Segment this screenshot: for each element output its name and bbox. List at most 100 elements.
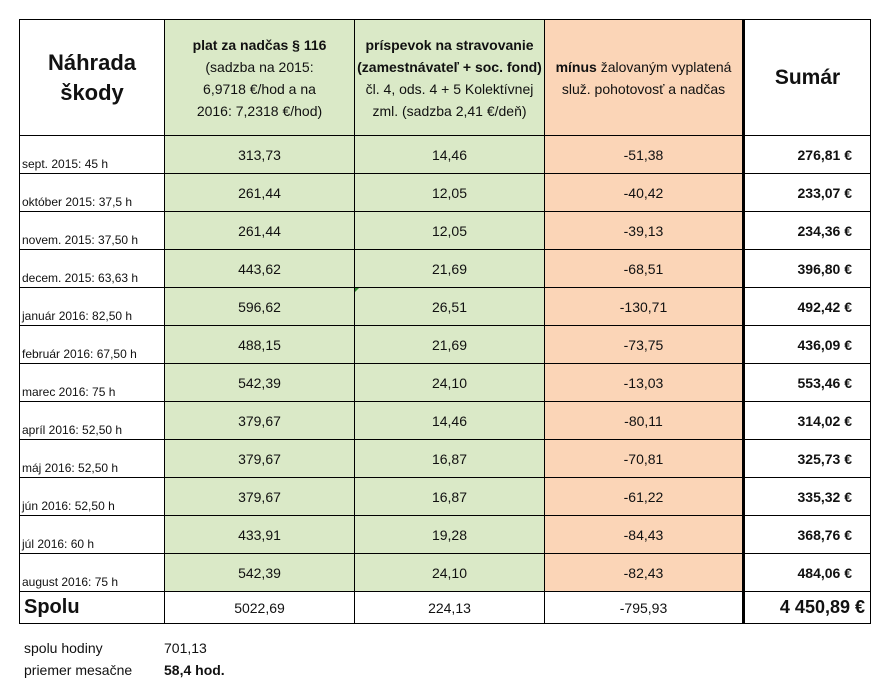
prispevok-cell[interactable]: 21,69	[354, 249, 545, 288]
header-minus-rest: žalovaným vyplatená	[600, 58, 732, 75]
table-row: sept. 2015: 45 h 313,73 14,46 -51,38 276,81 …	[19, 135, 871, 174]
header-minus-line1: mínus žalovaným vyplatená	[546, 56, 743, 78]
month-label-cell[interactable]: jún 2016: 52,50 h	[19, 477, 165, 516]
header-plat-line1: (sadzba na 2015:	[205, 58, 314, 75]
prispevok-cell[interactable]: 12,05	[354, 211, 545, 250]
total-minus-cell[interactable]: -795,93	[544, 591, 744, 624]
header-plat-title: plat za nadčas § 116	[192, 36, 327, 53]
header-prispevok-line1: čl. 4, ods. 4 + 5 Kolektívnej	[365, 80, 534, 97]
sum-cell[interactable]: 396,80 €	[742, 249, 871, 288]
header-prispevok[interactable]: príspevok na stravovanie (zamestnávateľ …	[354, 19, 545, 136]
month-label-cell[interactable]: január 2016: 82,50 h	[19, 287, 165, 326]
table-row: máj 2016: 52,50 h 379,67 16,87 -70,81 325,73…	[19, 439, 871, 478]
month-label-cell[interactable]: júl 2016: 60 h	[19, 515, 165, 554]
sum-cell[interactable]: 234,36 €	[742, 211, 871, 250]
header-minus-bold: mínus	[555, 58, 597, 75]
prispevok-cell[interactable]: 16,87	[354, 477, 545, 516]
total-month-label-cell[interactable]: Spolu	[19, 591, 165, 624]
total-plat-cell[interactable]: 5022,69	[164, 591, 355, 624]
prispevok-cell[interactable]: 14,46	[354, 135, 545, 174]
sum-cell[interactable]: 335,32 €	[742, 477, 871, 516]
sum-cell[interactable]: 325,73 €	[742, 439, 871, 478]
plat-cell[interactable]: 433,91	[164, 515, 355, 554]
plat-cell[interactable]: 261,44	[164, 173, 355, 212]
month-label-cell[interactable]: máj 2016: 52,50 h	[19, 439, 165, 478]
prispevok-cell[interactable]: 26,51	[354, 287, 545, 326]
summary-hours-row: spolu hodiny 701,13	[24, 637, 225, 659]
plat-cell[interactable]: 542,39	[164, 363, 355, 402]
minus-cell[interactable]: -39,13	[544, 211, 744, 250]
minus-cell[interactable]: -51,38	[544, 135, 744, 174]
header-nahrada-line1: Náhrada	[47, 49, 137, 75]
sum-cell[interactable]: 368,76 €	[742, 515, 871, 554]
plat-cell[interactable]: 542,39	[164, 553, 355, 592]
summary-average-value: 58,4 hod.	[164, 662, 225, 678]
month-label-cell[interactable]: marec 2016: 75 h	[19, 363, 165, 402]
prispevok-cell[interactable]: 21,69	[354, 325, 545, 364]
summary-hours-label: spolu hodiny	[24, 640, 103, 656]
table-row: február 2016: 67,50 h 488,15 21,69 -73,75 43…	[19, 325, 871, 364]
header-nahrada-line2: škody	[60, 79, 124, 105]
table-row: novem. 2015: 37,50 h 261,44 12,05 -39,13 234…	[19, 211, 871, 250]
header-nahrada[interactable]: Náhrada škody	[19, 19, 165, 136]
month-label-cell[interactable]: august 2016: 75 h	[19, 553, 165, 592]
summary-block: spolu hodiny 701,13 priemer mesačne 58,4…	[24, 637, 225, 681]
sum-cell[interactable]: 314,02 €	[742, 401, 871, 440]
prispevok-cell[interactable]: 24,10	[354, 363, 545, 402]
header-plat[interactable]: plat za nadčas § 116 (sadzba na 2015: 6,…	[164, 19, 355, 136]
minus-cell[interactable]: -130,71	[544, 287, 744, 326]
minus-cell[interactable]: -82,43	[544, 553, 744, 592]
sum-cell[interactable]: 436,09 €	[742, 325, 871, 364]
month-label-cell[interactable]: október 2015: 37,5 h	[19, 173, 165, 212]
minus-cell[interactable]: -61,22	[544, 477, 744, 516]
summary-average-row: priemer mesačne 58,4 hod.	[24, 659, 225, 681]
minus-cell[interactable]: -73,75	[544, 325, 744, 364]
prispevok-cell[interactable]: 19,28	[354, 515, 545, 554]
prispevok-cell[interactable]: 12,05	[354, 173, 545, 212]
sum-cell[interactable]: 276,81 €	[742, 135, 871, 174]
table-row: január 2016: 82,50 h 596,62 26,51 -130,71 49…	[19, 287, 871, 326]
minus-cell[interactable]: -70,81	[544, 439, 744, 478]
table-row: decem. 2015: 63,63 h 443,62 21,69 -68,51 396…	[19, 249, 871, 288]
plat-cell[interactable]: 379,67	[164, 477, 355, 516]
header-prispevok-title2: (zamestnávateľ + soc. fond)	[357, 58, 542, 75]
header-sumar[interactable]: Sumár	[742, 19, 871, 136]
plat-cell[interactable]: 379,67	[164, 401, 355, 440]
header-minus[interactable]: mínus žalovaným vyplatená služ. pohotovo…	[544, 19, 744, 136]
summary-hours-value: 701,13	[164, 640, 207, 656]
header-row: Náhrada škody plat za nadčas § 116 (sadz…	[19, 19, 871, 136]
plat-cell[interactable]: 313,73	[164, 135, 355, 174]
minus-cell[interactable]: -68,51	[544, 249, 744, 288]
summary-average-label: priemer mesačne	[24, 662, 133, 678]
plat-cell[interactable]: 379,67	[164, 439, 355, 478]
total-row: Spolu 5022,69 224,13 -795,93 4 450,89 €	[19, 591, 871, 624]
plat-cell[interactable]: 443,62	[164, 249, 355, 288]
table-row: marec 2016: 75 h 542,39 24,10 -13,03 553,46 …	[19, 363, 871, 402]
sum-cell[interactable]: 553,46 €	[742, 363, 871, 402]
header-prispevok-title1: príspevok na stravovanie	[365, 36, 534, 53]
month-label-cell[interactable]: apríl 2016: 52,50 h	[19, 401, 165, 440]
prispevok-cell[interactable]: 24,10	[354, 553, 545, 592]
header-plat-line2: 6,9718 €/hod a na	[203, 80, 316, 97]
compensation-table: Náhrada škody plat za nadčas § 116 (sadz…	[19, 19, 871, 624]
minus-cell[interactable]: -80,11	[544, 401, 744, 440]
month-label-cell[interactable]: sept. 2015: 45 h	[19, 135, 165, 174]
sum-cell[interactable]: 233,07 €	[742, 173, 871, 212]
sum-cell[interactable]: 492,42 €	[742, 287, 871, 326]
table-row: október 2015: 37,5 h 261,44 12,05 -40,42 233…	[19, 173, 871, 212]
plat-cell[interactable]: 488,15	[164, 325, 355, 364]
total-sum-cell[interactable]: 4 450,89 €	[742, 591, 871, 624]
minus-cell[interactable]: -13,03	[544, 363, 744, 402]
prispevok-cell[interactable]: 14,46	[354, 401, 545, 440]
prispevok-cell[interactable]: 16,87	[354, 439, 545, 478]
plat-cell[interactable]: 261,44	[164, 211, 355, 250]
plat-cell[interactable]: 596,62	[164, 287, 355, 326]
month-label-cell[interactable]: február 2016: 67,50 h	[19, 325, 165, 364]
month-label-cell[interactable]: decem. 2015: 63,63 h	[19, 249, 165, 288]
sum-cell[interactable]: 484,06 €	[742, 553, 871, 592]
minus-cell[interactable]: -40,42	[544, 173, 744, 212]
minus-cell[interactable]: -84,43	[544, 515, 744, 554]
month-label-cell[interactable]: novem. 2015: 37,50 h	[19, 211, 165, 250]
total-prispevok-cell[interactable]: 224,13	[354, 591, 545, 624]
table-row: august 2016: 75 h 542,39 24,10 -82,43 484,06…	[19, 553, 871, 592]
